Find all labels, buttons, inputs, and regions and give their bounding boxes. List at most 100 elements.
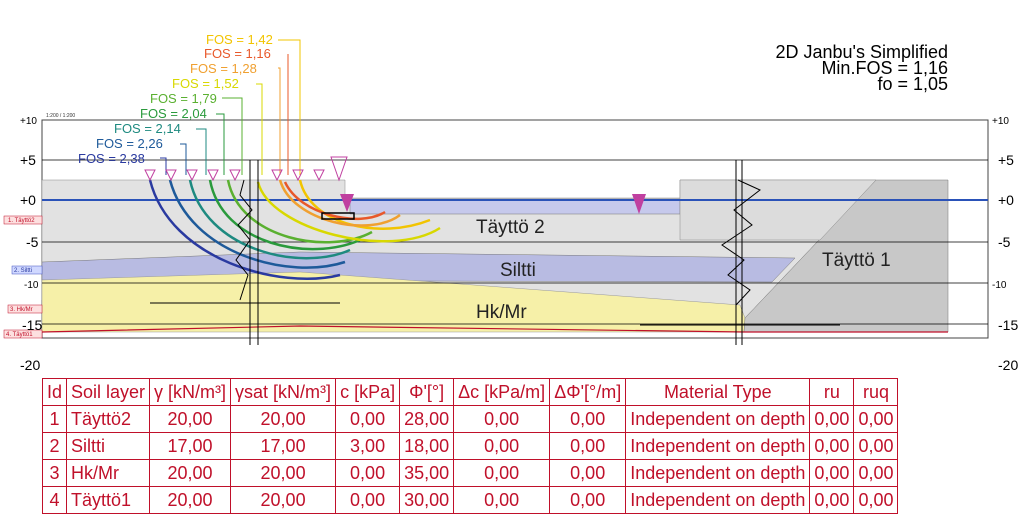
table-cell: 20,00 [149, 486, 232, 514]
slip-surface-fos-1-28 [278, 179, 401, 227]
table-cell: 0,00 [335, 459, 401, 487]
table-cell: 0,00 [549, 432, 627, 460]
column-header: c [kPa] [335, 378, 401, 406]
table-cell: 3,00 [335, 432, 401, 460]
fos-label: FOS = 2,38 [78, 151, 145, 166]
table-cell: 3 [41, 459, 68, 487]
slip-surface-fos-1-52 [256, 181, 441, 243]
table-cell: 0,00 [453, 486, 551, 514]
table-body: 1 Täyttö2 20,00 20,00 0,00 28,00 0,00 0,00 Indep… [41, 405, 899, 514]
left-axis-label: +5 [20, 152, 36, 168]
table-cell: 0,00 [853, 486, 899, 514]
borehole-logs [150, 160, 840, 345]
slip-surface-fos-2-26 [168, 179, 346, 269]
fos-label: FOS = 1,79 [150, 91, 217, 106]
layer-labels: Täyttö 2 Siltti Hk/Mr Täyttö 1 [476, 217, 891, 323]
column-header: ΔΦ'[°/m] [549, 378, 627, 406]
layer-taytto1-top [679, 179, 877, 241]
table-cell: 0,00 [809, 405, 855, 433]
table-cell: 1 [41, 405, 68, 433]
side-tag-3: 3. Hk/Mr [10, 307, 33, 313]
table-cell: 0,00 [549, 486, 627, 514]
table-cell: 2 [41, 432, 68, 460]
water-zone [349, 198, 681, 215]
table-cell: 20,00 [230, 486, 337, 514]
right-axis-label: -5 [998, 234, 1011, 250]
layer-label-siltti: Siltti [500, 260, 536, 281]
slip-surface-fos-2-38 [148, 179, 341, 280]
table-row: 1 Täyttö2 20,00 20,00 0,00 28,00 0,00 0,00 Indep… [41, 405, 899, 433]
table-row: 2 Siltti 17,00 17,00 3,00 18,00 0,00 0,00 Indepe… [41, 432, 899, 460]
table-cell: Independent on depth [625, 432, 811, 460]
table-cell: 0,00 [549, 405, 627, 433]
table-header-row: Id Soil layer γ [kN/m³] γsat [kN/m³] c [kPa]… [41, 378, 899, 406]
layer-label-taytto1: Täyttö 1 [822, 250, 891, 271]
fos-label: FOS = 2,26 [96, 136, 163, 151]
left-axis-label: -15 [22, 317, 42, 333]
table-cell: 0,00 [453, 432, 551, 460]
fos-label: FOS = 1,52 [172, 76, 239, 91]
column-header: γ [kN/m³] [149, 378, 232, 406]
fos-label: FOS = 1,28 [190, 61, 257, 76]
table-cell: Hk/Mr [66, 459, 151, 487]
right-axis-label: -10 [992, 280, 1007, 291]
column-header: ruq [853, 378, 899, 406]
side-tag-2: 2. Siltti [14, 268, 32, 274]
column-header: Δc [kPa/m] [453, 378, 551, 406]
table-cell: 17,00 [149, 432, 232, 460]
table-cell: Täyttö2 [66, 405, 151, 433]
fo-text: fo = 1,05 [877, 74, 948, 94]
table-cell: 4 [41, 486, 68, 514]
table-cell: Siltti [66, 432, 151, 460]
right-axis-label: -20 [998, 357, 1018, 372]
table-cell: 20,00 [149, 405, 232, 433]
fos-label: FOS = 2,14 [114, 121, 181, 136]
table-cell: 0,00 [335, 486, 401, 514]
column-header: Soil layer [66, 378, 151, 406]
table-cell: 0,00 [335, 405, 401, 433]
table-cell: 30,00 [399, 486, 455, 514]
left-axis-label: +10 [20, 116, 37, 127]
table-cell: 0,00 [809, 486, 855, 514]
column-header: Material Type [625, 378, 811, 406]
min-fos-text: Min.FOS = 1,16 [821, 58, 948, 78]
layer-label-taytto2: Täyttö 2 [476, 217, 545, 238]
fos-label: FOS = 1,42 [206, 32, 273, 47]
table-cell: 0,00 [453, 405, 551, 433]
column-header: ru [809, 378, 855, 406]
table-cell: 18,00 [399, 432, 455, 460]
table-row: 4 Täyttö1 20,00 20,00 0,00 30,00 0,00 0,00 Indep… [41, 486, 899, 514]
table-cell: 20,00 [149, 459, 232, 487]
fos-leaders [160, 39, 301, 175]
water-marker-right [632, 194, 646, 214]
table-cell: 20,00 [230, 405, 337, 433]
slope-stability-section: 1:200 / 1:200 [3, 32, 1018, 372]
load-markers [144, 156, 348, 182]
right-axis-label: +10 [992, 116, 1009, 127]
table-cell: 35,00 [399, 459, 455, 487]
elevation-lines [42, 159, 988, 325]
base-line [41, 325, 948, 333]
table-cell: Täyttö1 [66, 486, 151, 514]
side-tag-1: 1. Täyttö2 [8, 218, 35, 224]
table-cell: 0,00 [853, 405, 899, 433]
left-axis-label: -5 [26, 234, 39, 250]
load-box [321, 212, 355, 220]
slip-surface-fos-2-14 [188, 179, 351, 260]
left-axis: +10 +5 +0 -5 -10 -15 -20 [20, 116, 42, 372]
water-marker-left [340, 194, 354, 212]
table-cell: Independent on depth [625, 486, 811, 514]
soil-properties-table: Id Soil layer γ [kN/m³] γsat [kN/m³] c [kPa]… [41, 378, 899, 514]
side-tags: 1. Täyttö2 2. Siltti 3. Hk/Mr 4. Täyttö1 [3, 215, 43, 339]
left-axis-label: -10 [24, 280, 39, 291]
table-cell: 0,00 [853, 432, 899, 460]
right-axis: +10 +5 +0 -5 -10 -15 -20 [992, 116, 1018, 372]
table-cell: 0,00 [853, 459, 899, 487]
method-title: 2D Janbu's Simplified [775, 42, 948, 62]
table-cell: 0,00 [549, 459, 627, 487]
fos-label: FOS = 1,16 [204, 46, 271, 61]
left-axis-label: +0 [20, 192, 36, 208]
table-row: 3 Hk/Mr 20,00 20,00 0,00 35,00 0,00 0,00 Indepen… [41, 459, 899, 487]
left-axis-label: -20 [20, 357, 40, 372]
